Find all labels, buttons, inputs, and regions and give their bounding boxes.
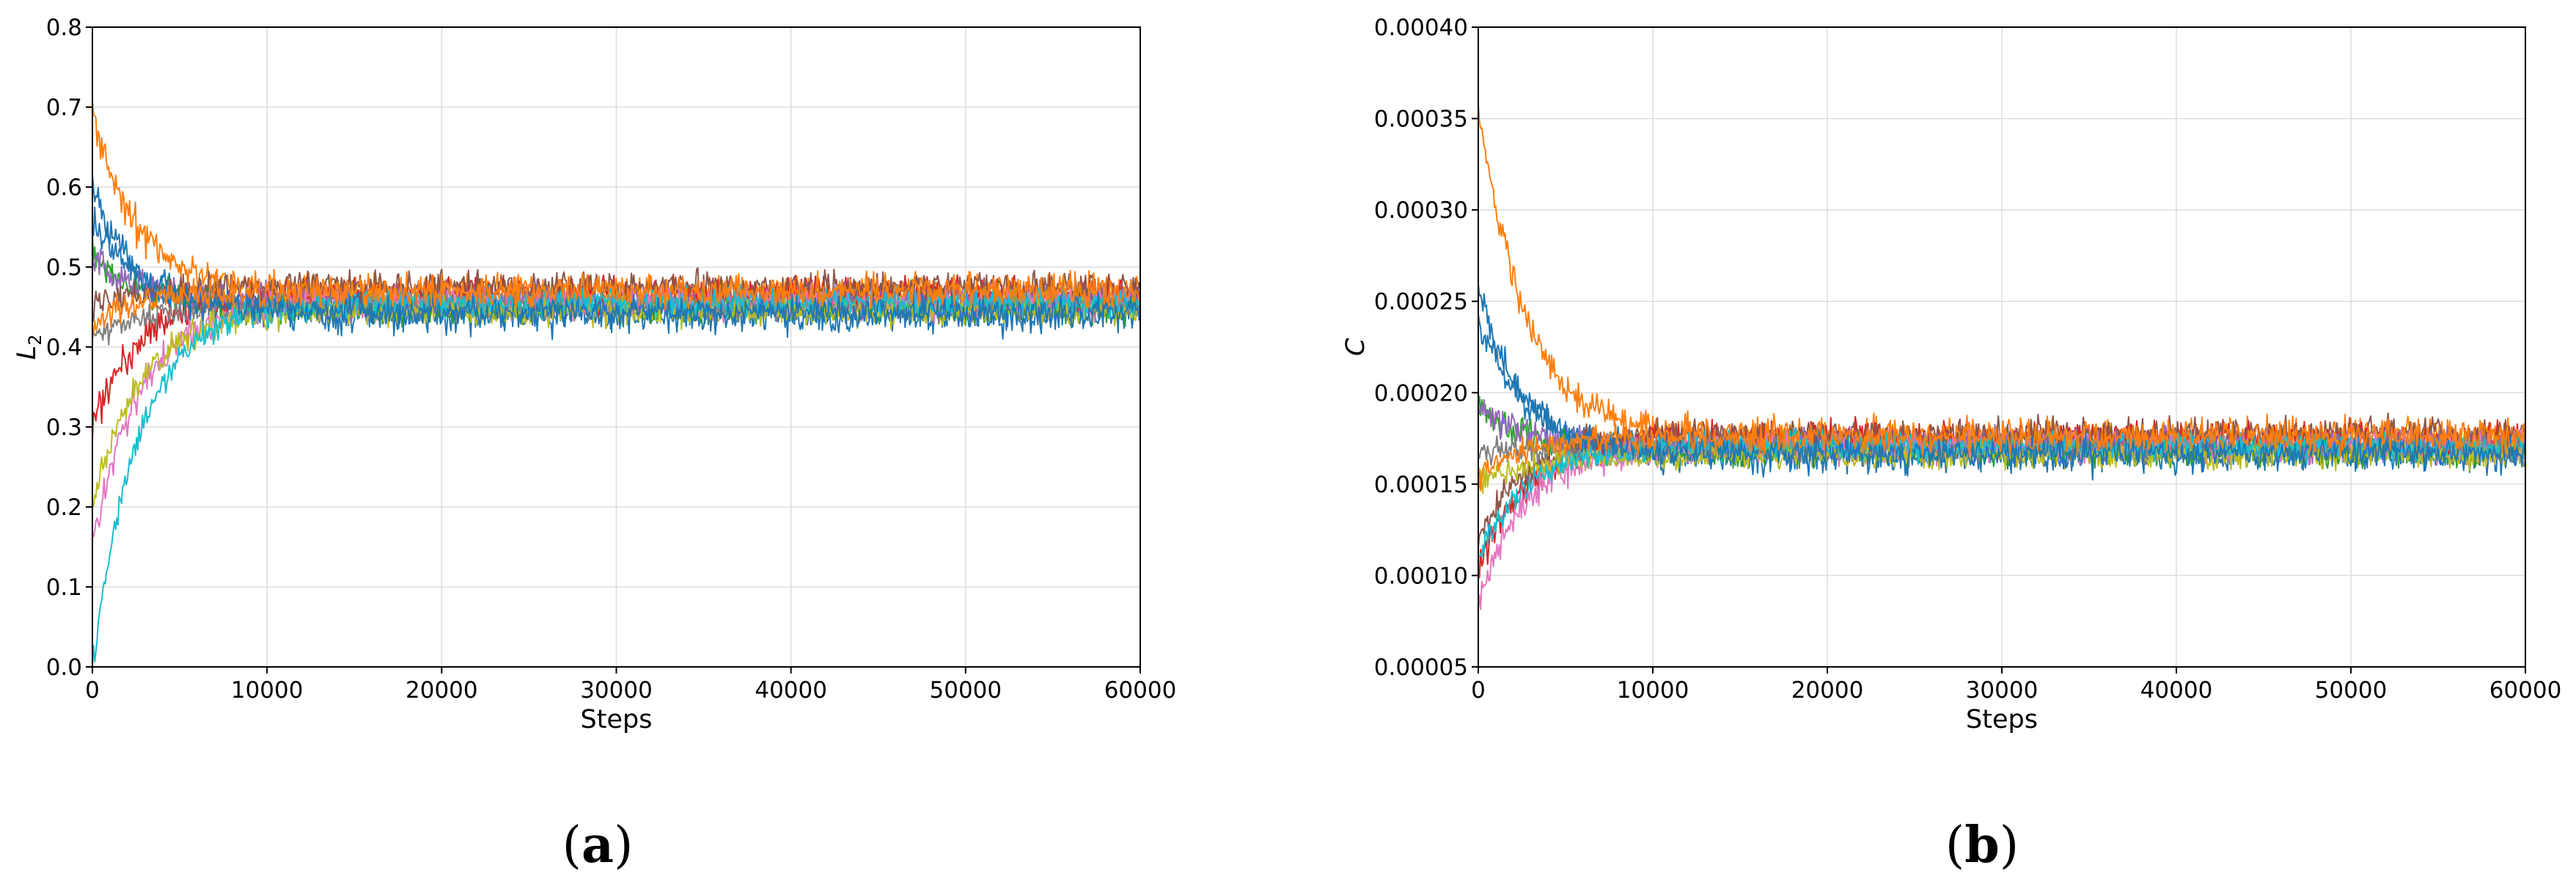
series-lines-a xyxy=(92,100,1141,668)
x-ticks-a: 0 10000 20000 30000 40000 50000 60000 xyxy=(85,667,1176,704)
panel-caption-b: (b) xyxy=(1945,816,2019,875)
y-ticks-b: 0.00005 0.00010 0.00015 0.00020 0.00025 0.000… xyxy=(1374,15,1478,681)
y-tick-label: 0.7 xyxy=(46,95,82,121)
x-tick-label: 30000 xyxy=(1966,677,2039,704)
x-tick-label: 10000 xyxy=(231,677,304,704)
y-tick-label: 0.1 xyxy=(46,574,82,601)
y-tick-label: 0.00035 xyxy=(1374,106,1468,133)
y-axis-label-main-b: C xyxy=(1341,337,1370,356)
panel-letter-a: a xyxy=(581,816,614,875)
y-tick-label: 0.8 xyxy=(46,15,82,41)
panel-letter-b: b xyxy=(1964,816,2000,875)
y-tick-label: 0.00005 xyxy=(1374,654,1468,681)
y-axis-label-main-a: L xyxy=(12,346,42,360)
y-tick-label: 0.5 xyxy=(46,255,82,281)
series-lines-b xyxy=(1478,105,2526,610)
grid-lines-a xyxy=(92,26,1141,668)
y-axis-label-sub-a: 2 xyxy=(25,335,45,346)
x-tick-label: 40000 xyxy=(755,677,827,704)
x-tick-label: 60000 xyxy=(2489,677,2562,704)
x-tick-label: 10000 xyxy=(1617,677,1689,704)
y-ticks-a: 0.0 0.1 0.2 0.3 0.4 0.5 0.6 0.7 0.8 xyxy=(46,15,92,681)
series-line xyxy=(1478,417,2526,492)
panel-caption-a: (a) xyxy=(562,816,633,875)
y-tick-label: 0.00015 xyxy=(1374,472,1468,498)
x-tick-label: 20000 xyxy=(1791,677,1864,704)
y-tick-label: 0.00010 xyxy=(1374,563,1468,589)
y-tick-label: 0.00025 xyxy=(1374,289,1468,315)
y-axis-label-b: C xyxy=(1341,337,1370,356)
series-line xyxy=(92,206,1141,334)
x-tick-label: 50000 xyxy=(930,677,1002,704)
y-axis-label-a: L2 xyxy=(12,335,45,360)
x-axis-label-b: Steps xyxy=(1966,705,2038,734)
y-tick-label: 0.00020 xyxy=(1374,380,1468,406)
x-ticks-b: 0 10000 20000 30000 40000 50000 60000 xyxy=(1471,667,2561,704)
y-tick-label: 0.00040 xyxy=(1374,15,1468,41)
x-tick-label: 30000 xyxy=(580,677,653,704)
y-tick-label: 0.0 xyxy=(46,654,82,681)
chart-panel-b: 0 10000 20000 30000 40000 50000 60000 0.000050… xyxy=(1341,15,2561,875)
series-line xyxy=(1478,314,2526,473)
y-tick-label: 0.3 xyxy=(46,415,82,441)
x-tick-label: 40000 xyxy=(2140,677,2213,704)
y-tick-label: 0.00030 xyxy=(1374,197,1468,224)
x-axis-label-a: Steps xyxy=(581,705,653,734)
y-tick-label: 0.4 xyxy=(46,335,82,361)
y-tick-label: 0.6 xyxy=(46,175,82,201)
grid-lines-b xyxy=(1478,26,2526,668)
x-tick-label: 0 xyxy=(1471,677,1486,704)
chart-panel-a: 0 10000 20000 30000 40000 50000 60000 0.00.10.… xyxy=(12,15,1176,875)
x-tick-label: 0 xyxy=(85,677,100,704)
x-tick-label: 50000 xyxy=(2315,677,2388,704)
x-tick-label: 20000 xyxy=(406,677,478,704)
x-tick-label: 60000 xyxy=(1104,677,1177,704)
y-tick-label: 0.2 xyxy=(46,494,82,521)
series-line xyxy=(92,269,1141,335)
